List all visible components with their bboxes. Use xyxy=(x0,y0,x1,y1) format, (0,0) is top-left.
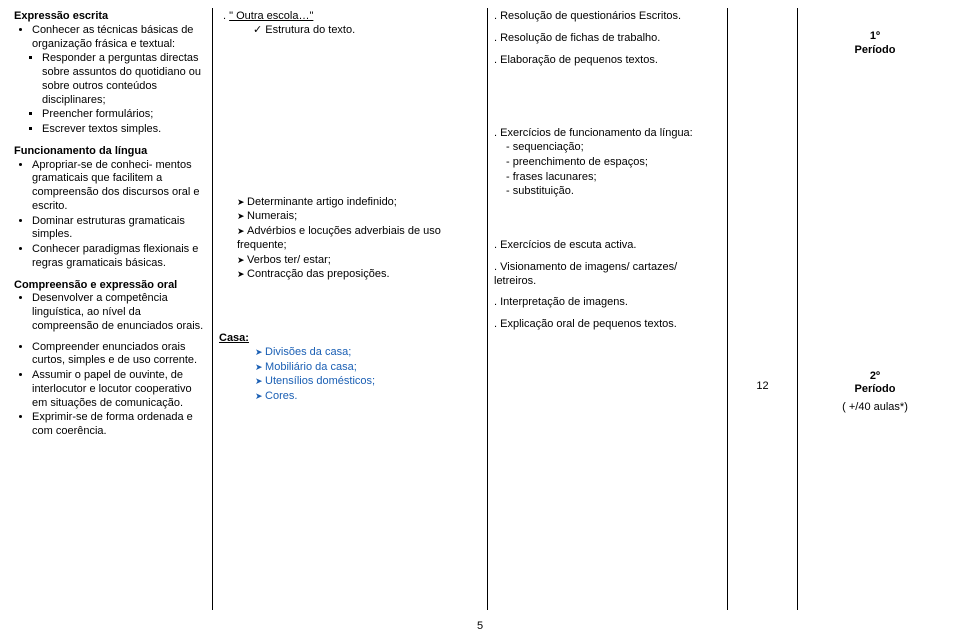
content-bot: Casa: Divisões da casa; Mobiliário da ca… xyxy=(219,332,481,404)
activity-item: . Explicação oral de pequenos textos. xyxy=(494,318,721,332)
act-top: . Resolução de questionários Escritos. .… xyxy=(494,10,721,67)
heading-compreensao: Compreensão e expressão oral xyxy=(14,279,206,293)
content-top: . " Outra escola…" Estrutura do texto. xyxy=(219,10,481,38)
obj-item: Assumir o papel de ouvinte, de interlocu… xyxy=(32,369,206,410)
col-hours: 12 xyxy=(728,8,798,610)
activity-sub: frases lacunares; xyxy=(506,171,721,185)
heading-expressao-escrita: Expressão escrita xyxy=(14,10,206,24)
activity-sub: sequenciação; xyxy=(506,141,721,155)
obj-item: Apropriar-se de conheci- mentos gramatic… xyxy=(32,159,206,214)
activity-item: . Exercícios de escuta activa. xyxy=(494,239,721,253)
theme-item: Mobiliário da casa; xyxy=(255,361,481,375)
theme-item: Divisões da casa; xyxy=(255,346,481,360)
activity-item: . Resolução de fichas de trabalho. xyxy=(494,32,721,46)
theme-casa: Casa: xyxy=(219,332,481,346)
obj-item: Conhecer as técnicas básicas de organiza… xyxy=(32,24,206,52)
dot: . xyxy=(223,10,226,22)
activity-lead: . Exercícios de funcionamento da língua: xyxy=(494,127,721,141)
planning-table: Expressão escrita Conhecer as técnicas b… xyxy=(0,0,960,610)
grammar-item: Numerais; xyxy=(237,210,481,224)
obj-item: Conhecer paradigmas flexionais e regras … xyxy=(32,243,206,271)
obj-item: Desenvolver a competência linguística, a… xyxy=(32,292,206,333)
activity-item: . Visionamento de imagens/ cartazes/ let… xyxy=(494,261,721,289)
period-2-num: 2º xyxy=(804,370,946,384)
activity-item: . Interpretação de imagens. xyxy=(494,296,721,310)
sec-funcionamento: Funcionamento da língua Apropriar-se de … xyxy=(14,145,206,271)
col-activities: . Resolução de questionários Escritos. .… xyxy=(488,8,728,610)
period-2-label: Período xyxy=(804,383,946,397)
obj-subitem: Escrever textos simples. xyxy=(42,123,206,137)
activity-item: . Elaboração de pequenos textos. xyxy=(494,54,721,68)
obj-item: Compreender enunciados orais curtos, sim… xyxy=(32,341,206,369)
grammar-item: Verbos ter/ estar; xyxy=(237,254,481,268)
obj-subitem: Responder a perguntas directas sobre ass… xyxy=(42,52,206,107)
grammar-item: Contracção das preposições. xyxy=(237,268,481,282)
sec-expressao-escrita: Expressão escrita Conhecer as técnicas b… xyxy=(14,10,206,137)
activity-item: . Resolução de questionários Escritos. xyxy=(494,10,721,24)
theme-title: Casa: xyxy=(219,332,249,344)
col-period: 1º Período 2º Período ( +/40 aulas*) xyxy=(798,8,952,610)
heading-funcionamento: Funcionamento da língua xyxy=(14,145,206,159)
activity-sub: preenchimento de espaços; xyxy=(506,156,721,170)
page-number: 5 xyxy=(0,620,960,632)
theme-item: Utensílios domésticos; xyxy=(255,375,481,389)
grammar-item: Determinante artigo indefinido; xyxy=(237,196,481,210)
content-title-underlined: " Outra escola…" xyxy=(229,10,313,22)
obj-item: Exprimir-se de forma ordenada e com coer… xyxy=(32,411,206,439)
theme-item: Cores. xyxy=(255,390,481,404)
period-2-hours: ( +/40 aulas*) xyxy=(804,401,946,415)
obj-subitem: Preencher formulários; xyxy=(42,108,206,122)
act-bot: . Exercícios de escuta activa. . Visiona… xyxy=(494,239,721,332)
obj-item: Dominar estruturas gramaticais simples. xyxy=(32,215,206,243)
period-1-label: Período xyxy=(804,44,946,58)
content-item: Estrutura do texto. xyxy=(253,24,481,38)
activity-sub: substituição. xyxy=(506,185,721,199)
grammar-item: Advérbios e locuções adverbiais de uso f… xyxy=(237,225,481,253)
sec-compreensao: Compreensão e expressão oral Desenvolver… xyxy=(14,279,206,439)
col-objectives: Expressão escrita Conhecer as técnicas b… xyxy=(8,8,213,610)
content-line: . " Outra escola…" xyxy=(223,10,481,24)
content-mid: Determinante artigo indefinido; Numerais… xyxy=(219,196,481,283)
act-mid: . Exercícios de funcionamento da língua:… xyxy=(494,127,721,199)
col-contents: . " Outra escola…" Estrutura do texto. D… xyxy=(213,8,488,610)
hours-value: 12 xyxy=(734,380,791,394)
period-1-num: 1º xyxy=(804,30,946,44)
